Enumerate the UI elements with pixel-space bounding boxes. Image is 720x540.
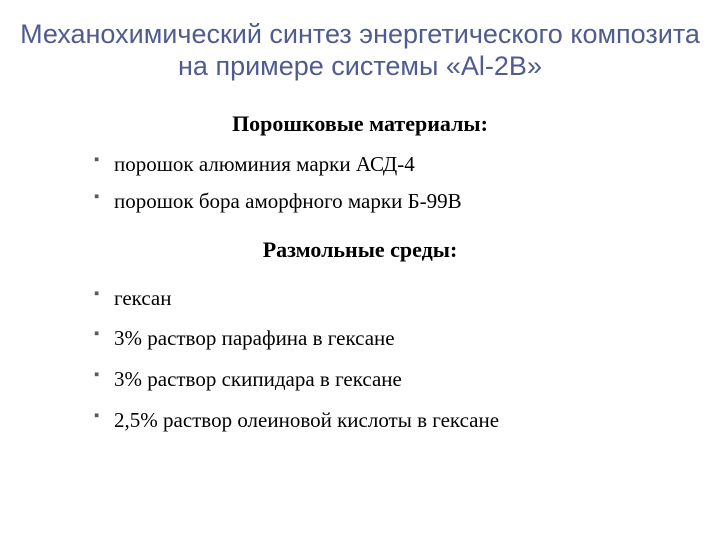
list-item: порошок бора аморфного марки Б-99В (94, 188, 720, 215)
list-item: 2,5% раствор олеиновой кислоты в гексане (94, 407, 720, 434)
slide: Механохимический синтез энергетического … (0, 0, 720, 540)
media-list: гексан 3% раствор парафина в гексане 3% … (94, 285, 720, 435)
list-item: гексан (94, 285, 720, 312)
list-item: 3% раствор парафина в гексане (94, 325, 720, 352)
slide-title: Механохимический синтез энергетического … (0, 0, 720, 83)
list-item: порошок алюминия марки АСД-4 (94, 151, 720, 178)
materials-list: порошок алюминия марки АСД-4 порошок бор… (94, 151, 720, 215)
section-header-media: Размольные среды: (0, 237, 720, 263)
list-item: 3% раствор скипидара в гексане (94, 366, 720, 393)
section-header-materials: Порошковые материалы: (0, 111, 720, 137)
